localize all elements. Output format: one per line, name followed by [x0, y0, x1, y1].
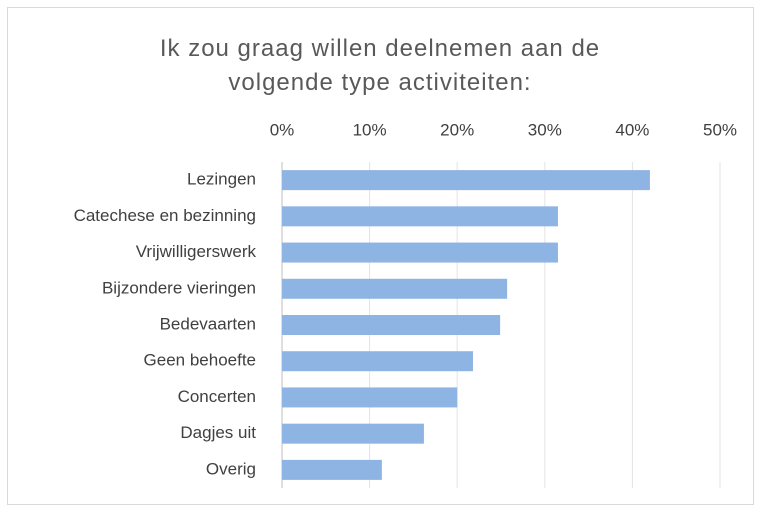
bar [282, 387, 458, 408]
bar [282, 278, 508, 299]
bar [282, 351, 473, 372]
chart-title: Ik zou graag willen deelnemen aan de vol… [159, 35, 601, 96]
x-tick-label: 40% [615, 120, 649, 139]
y-tick-label: Geen behoefte [144, 351, 256, 370]
y-tick-label: Lezingen [187, 170, 256, 189]
x-tick-label: 0% [270, 120, 295, 139]
y-tick-label: Dagjes uit [180, 423, 256, 442]
y-tick-label: Concerten [178, 387, 256, 406]
bar [282, 315, 501, 335]
bar [282, 242, 558, 263]
x-tick-label: 10% [353, 120, 387, 139]
y-tick-label: Bedevaarten [160, 314, 256, 333]
x-tick-label: 50% [703, 120, 737, 139]
chart-border [7, 7, 754, 505]
bar [282, 459, 382, 480]
y-tick-label: Catechese en bezinning [74, 206, 256, 225]
bar [282, 170, 650, 191]
y-tick-label: Bijzondere vieringen [102, 278, 256, 297]
y-tick-label: Overig [206, 459, 256, 478]
y-tick-label: Vrijwilligerswerk [136, 242, 257, 261]
x-tick-label: 20% [440, 120, 474, 139]
bar [282, 423, 424, 444]
x-tick-label: 30% [528, 120, 562, 139]
bar [282, 206, 558, 227]
